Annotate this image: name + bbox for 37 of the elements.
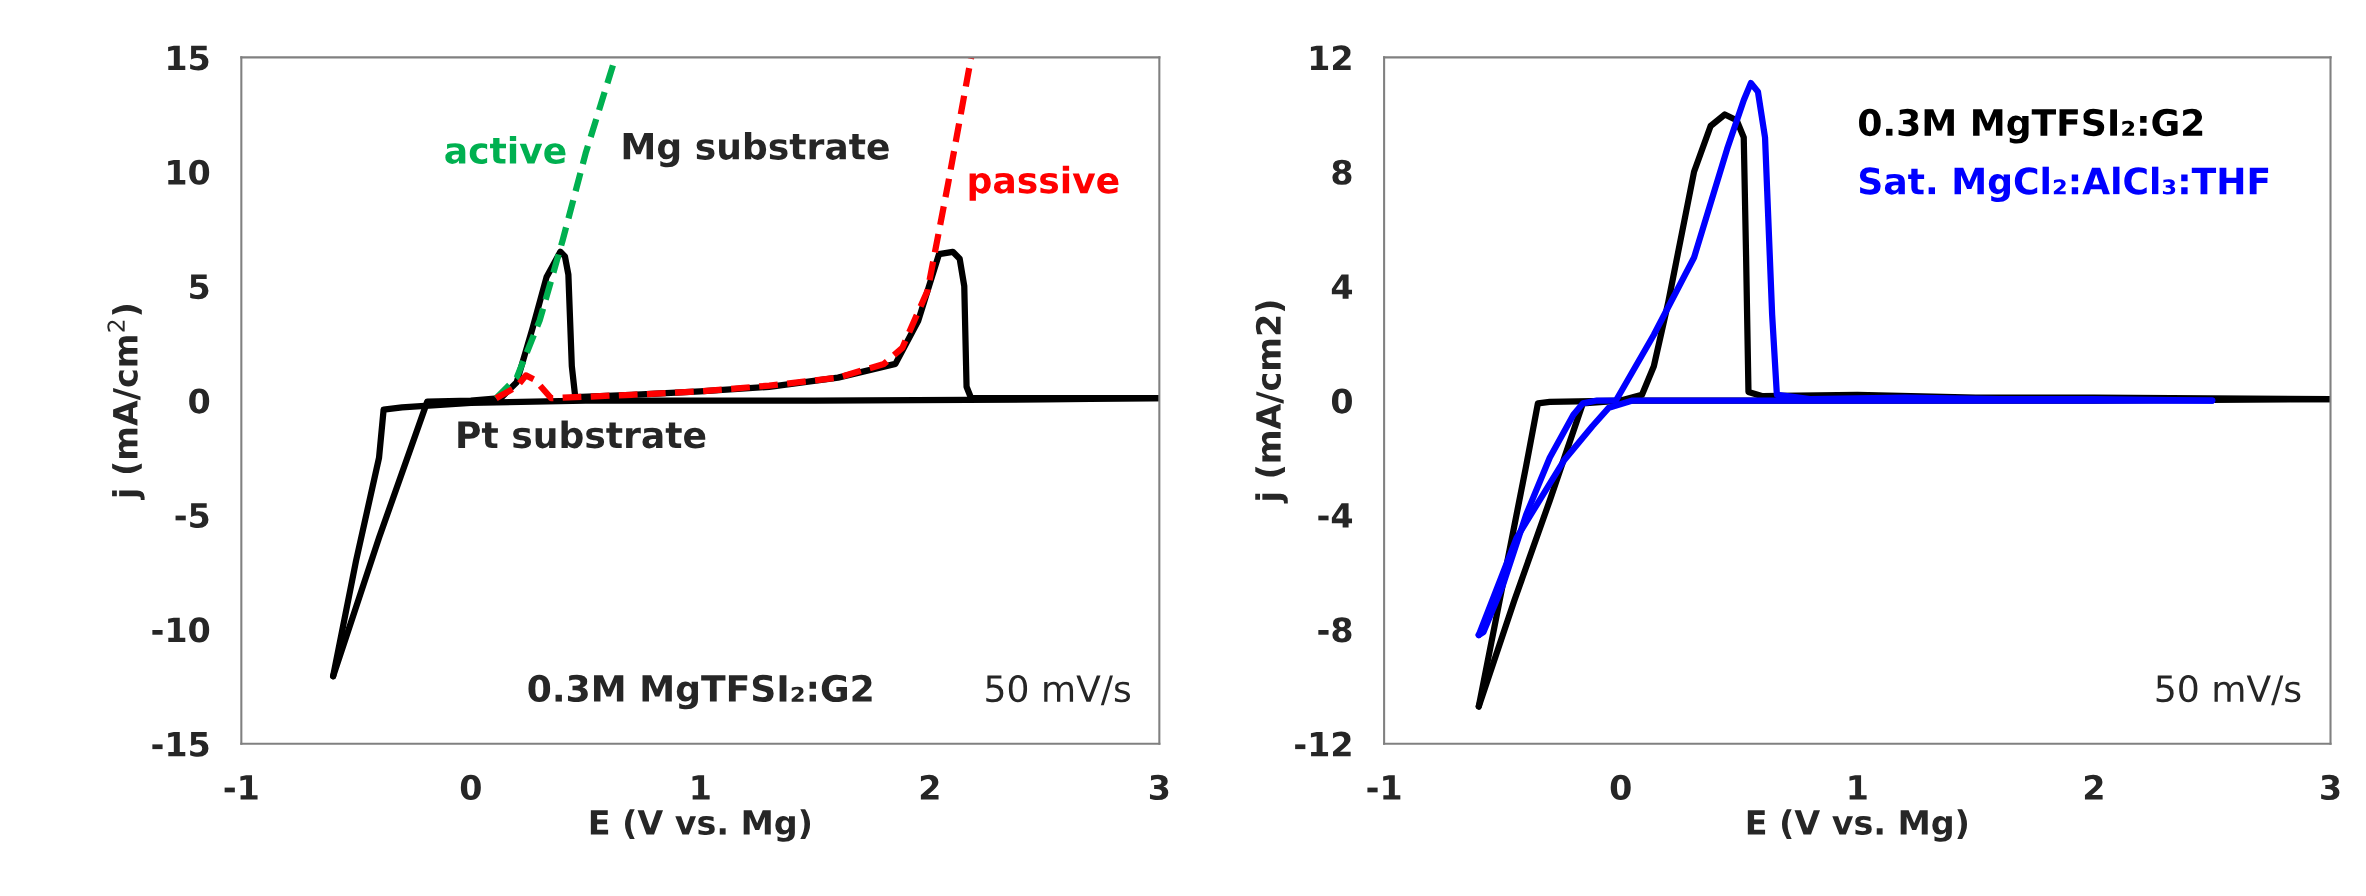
x-tick-label: 0 — [460, 774, 481, 801]
x-tick-label: 3 — [2321, 774, 2340, 801]
annotation: 50 mV/s — [986, 675, 1131, 706]
annotation: 0.3M MgTFSI₂:G2 — [528, 674, 872, 710]
x-tick-label: 1 — [692, 775, 710, 800]
y-tick-label: 4 — [1331, 274, 1353, 299]
y-tick-label: 8 — [1332, 159, 1352, 185]
y-axis-title: j (mA/cm$^{2}$) — [107, 305, 145, 501]
y-tick-label: -15 — [152, 732, 209, 757]
y-tick-label: 12 — [1310, 45, 1351, 71]
y-tick-label: 5 — [190, 274, 209, 300]
y-tick-label: -10 — [152, 617, 210, 643]
x-tick-label: 3 — [1149, 774, 1169, 801]
y-tick-label: 0 — [1331, 388, 1352, 414]
x-axis-title: E (V vs. Mg) — [1747, 809, 1967, 842]
x-tick-label: 1 — [1849, 775, 1867, 800]
y-tick-label: -12 — [1295, 731, 1351, 757]
x-tick-label: 2 — [920, 774, 939, 800]
x-tick-label: -1 — [1367, 775, 1401, 800]
y-tick-label: 0 — [189, 388, 210, 414]
y-tick-label: -4 — [1318, 503, 1353, 528]
annotation: Pt substrate — [458, 420, 706, 449]
annotation: 50 mV/s — [2156, 675, 2301, 706]
x-axis-title: E (V vs. Mg) — [590, 809, 811, 842]
x-tick-label: 0 — [1610, 774, 1631, 801]
y-tick-label: -8 — [1318, 617, 1352, 643]
series-label: passive — [969, 165, 1119, 201]
y-tick-label: 10 — [168, 159, 210, 185]
text: 0.3M MgTFSI₂:G2 — [1859, 108, 2203, 144]
text: Sat. MgCl₂:AlCl₃:THF — [1859, 166, 2269, 202]
y-tick-label: 15 — [168, 45, 209, 71]
y-tick-label: -5 — [175, 503, 209, 529]
series-label: active — [445, 135, 566, 164]
annotation: Mg substrate — [623, 131, 889, 168]
x-tick-label: 2 — [2084, 774, 2103, 800]
y-axis-title: j (mA/cm2) — [1255, 301, 1288, 504]
x-tick-label: -1 — [224, 775, 258, 800]
